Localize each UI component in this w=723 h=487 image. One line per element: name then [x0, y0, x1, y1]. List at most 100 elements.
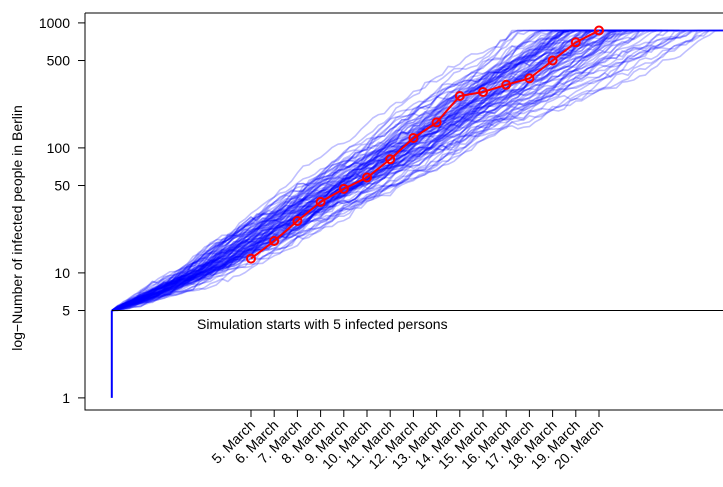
simulation-line: [111, 29, 610, 312]
simulation-line: [111, 29, 593, 312]
simulation-line: [111, 29, 663, 312]
simulation-line: [111, 29, 645, 312]
simulation-line: [111, 29, 723, 312]
simulation-line: [111, 29, 723, 312]
observed-line: [250, 29, 600, 260]
simulation-line: [111, 29, 610, 312]
simulation-line: [111, 29, 663, 312]
simulation-line: [111, 29, 657, 312]
simulation-line: [111, 29, 657, 312]
y-tick-label: 10: [54, 265, 70, 281]
simulation-line: [111, 29, 723, 312]
simulation-line: [111, 29, 692, 312]
simulation-line: [111, 29, 581, 312]
simulation-line: [111, 29, 723, 312]
simulation-line: [111, 29, 663, 312]
observed-point: [362, 172, 372, 183]
simulation-line: [111, 29, 628, 312]
simulation-line: [111, 29, 610, 312]
simulation-line: [111, 29, 581, 312]
simulation-line: [111, 29, 552, 312]
simulation-line: [111, 29, 634, 312]
simulation-line: [111, 29, 610, 312]
observed-point: [269, 236, 280, 246]
observed-point: [524, 73, 535, 84]
simulation-line: [111, 29, 634, 312]
simulation-line: [111, 29, 605, 312]
observed-point: [385, 154, 396, 165]
simulation-line: [111, 29, 610, 312]
simulation-line: [111, 29, 581, 312]
observed-point: [501, 79, 512, 90]
simulation-line: [111, 29, 668, 312]
simulation-line: [111, 29, 634, 312]
simulation-line: [111, 29, 651, 312]
simulation-line: [111, 29, 645, 312]
simulation-line: [111, 29, 639, 312]
plot-frame: [84, 12, 723, 411]
simulation-line: [111, 29, 686, 312]
simulation-line: [111, 29, 709, 312]
y-tick-label: 100: [47, 140, 71, 156]
y-tick-label: 1000: [39, 15, 70, 31]
simulation-line: [111, 29, 657, 312]
simulation-line: [111, 29, 616, 312]
simulation-line: [111, 29, 723, 312]
simulation-line: [111, 29, 587, 312]
simulation-line: [111, 29, 634, 312]
observed-point: [570, 37, 581, 48]
observed-point: [246, 253, 256, 264]
simulation-line: [111, 29, 616, 312]
simulation-line: [111, 29, 723, 312]
simulation-line: [111, 29, 599, 312]
simulation-line: [111, 29, 639, 312]
simulation-line: [111, 29, 564, 312]
simulation-line: [111, 29, 663, 312]
observed-point: [594, 25, 604, 36]
simulation-line: [111, 29, 703, 312]
annotation-text: Simulation starts with 5 infected person…: [197, 316, 448, 332]
simulation-line: [111, 29, 645, 312]
simulation-line: [111, 29, 558, 312]
simulation-line: [111, 29, 645, 312]
simulation-line: [111, 29, 610, 312]
simulation-line: [111, 29, 628, 312]
observed-series: [246, 25, 604, 264]
simulation-line: [111, 29, 697, 312]
simulation-line: [111, 29, 622, 312]
simulation-line: [111, 29, 616, 312]
simulation-line: [111, 29, 645, 312]
y-axis-label: log−Number of infected people in Berlin: [9, 105, 25, 351]
simulation-line: [111, 29, 634, 312]
simulation-line: [111, 29, 599, 312]
simulation-line: [111, 29, 639, 312]
y-tick-label: 5: [62, 303, 70, 319]
simulation-line: [111, 29, 680, 312]
simulation-line: [111, 29, 639, 312]
simulation-line: [111, 29, 657, 312]
simulation-line: [111, 29, 723, 312]
simulation-line: [111, 29, 634, 312]
simulation-line: [111, 29, 610, 312]
simulation-line: [111, 29, 622, 312]
simulation-line: [111, 29, 721, 312]
y-tick-label: 50: [54, 178, 70, 194]
observed-point: [454, 91, 465, 101]
simulation-line: [111, 29, 680, 312]
simulation-line: [111, 29, 723, 312]
simulation-line: [111, 29, 723, 312]
simulation-line: [111, 29, 610, 312]
simulation-line: [111, 29, 674, 312]
simulation-line: [111, 29, 639, 312]
simulation-line: [111, 29, 639, 312]
observed-point: [315, 196, 326, 207]
simulation-line: [111, 29, 605, 312]
simulation-line: [111, 29, 680, 312]
y-tick-label: 500: [47, 53, 71, 69]
simulation-line: [111, 29, 610, 312]
observed-point: [431, 117, 442, 128]
observed-point: [292, 216, 303, 226]
simulation-line: [111, 29, 570, 312]
